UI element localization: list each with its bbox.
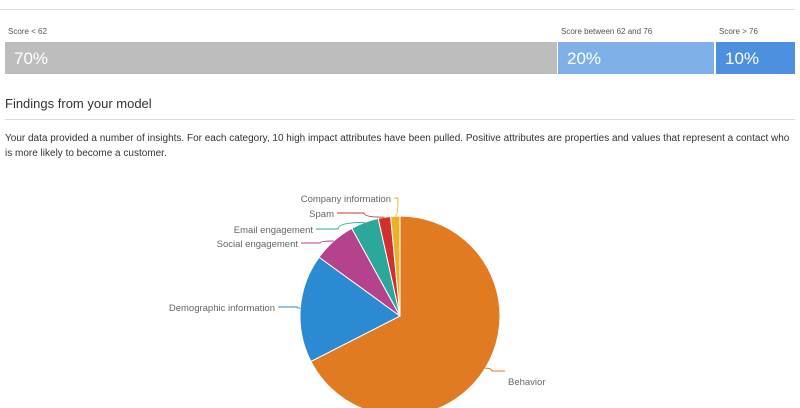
findings-divider [5,119,795,120]
pie-leader-line [278,306,301,309]
pie-leader-line [394,197,399,217]
segment-mid-bar: 20% [558,42,714,74]
segment-high-bar: 10% [716,42,795,74]
top-divider [0,9,795,10]
pie-label-demographic-information: Demographic information [169,303,275,314]
segment-low-bar: 70% [5,42,557,74]
pie-label-company-information: Company information [301,194,391,205]
segment-high-label: Score > 76 [719,27,758,36]
findings-title: Findings from your model [5,96,152,111]
pie-label-social-engagement: Social engagement [217,239,299,250]
pie-slice-behavior[interactable] [310,215,501,408]
pie-leader-line [485,367,505,372]
pie-leader-line [301,240,334,244]
segment-mid-label: Score between 62 and 76 [561,27,653,36]
segment-low-value: 70% [14,49,49,68]
pie-label-email-engagement: Email engagement [234,225,314,236]
pie-label-spam: Spam [309,209,334,220]
segment-high-value: 10% [725,49,760,68]
segment-mid-value: 20% [567,49,602,68]
pie-label-behavior: Behavior [508,377,546,388]
segment-low-label: Score < 62 [8,27,47,36]
findings-pie-chart: Behavior Demographic information Social en… [169,194,546,408]
pie-leader-line [316,222,365,230]
pie-slice-company-information[interactable] [390,215,401,317]
findings-intro: Your data provided a number of insights.… [5,133,790,159]
pie-leader-line [337,212,385,218]
